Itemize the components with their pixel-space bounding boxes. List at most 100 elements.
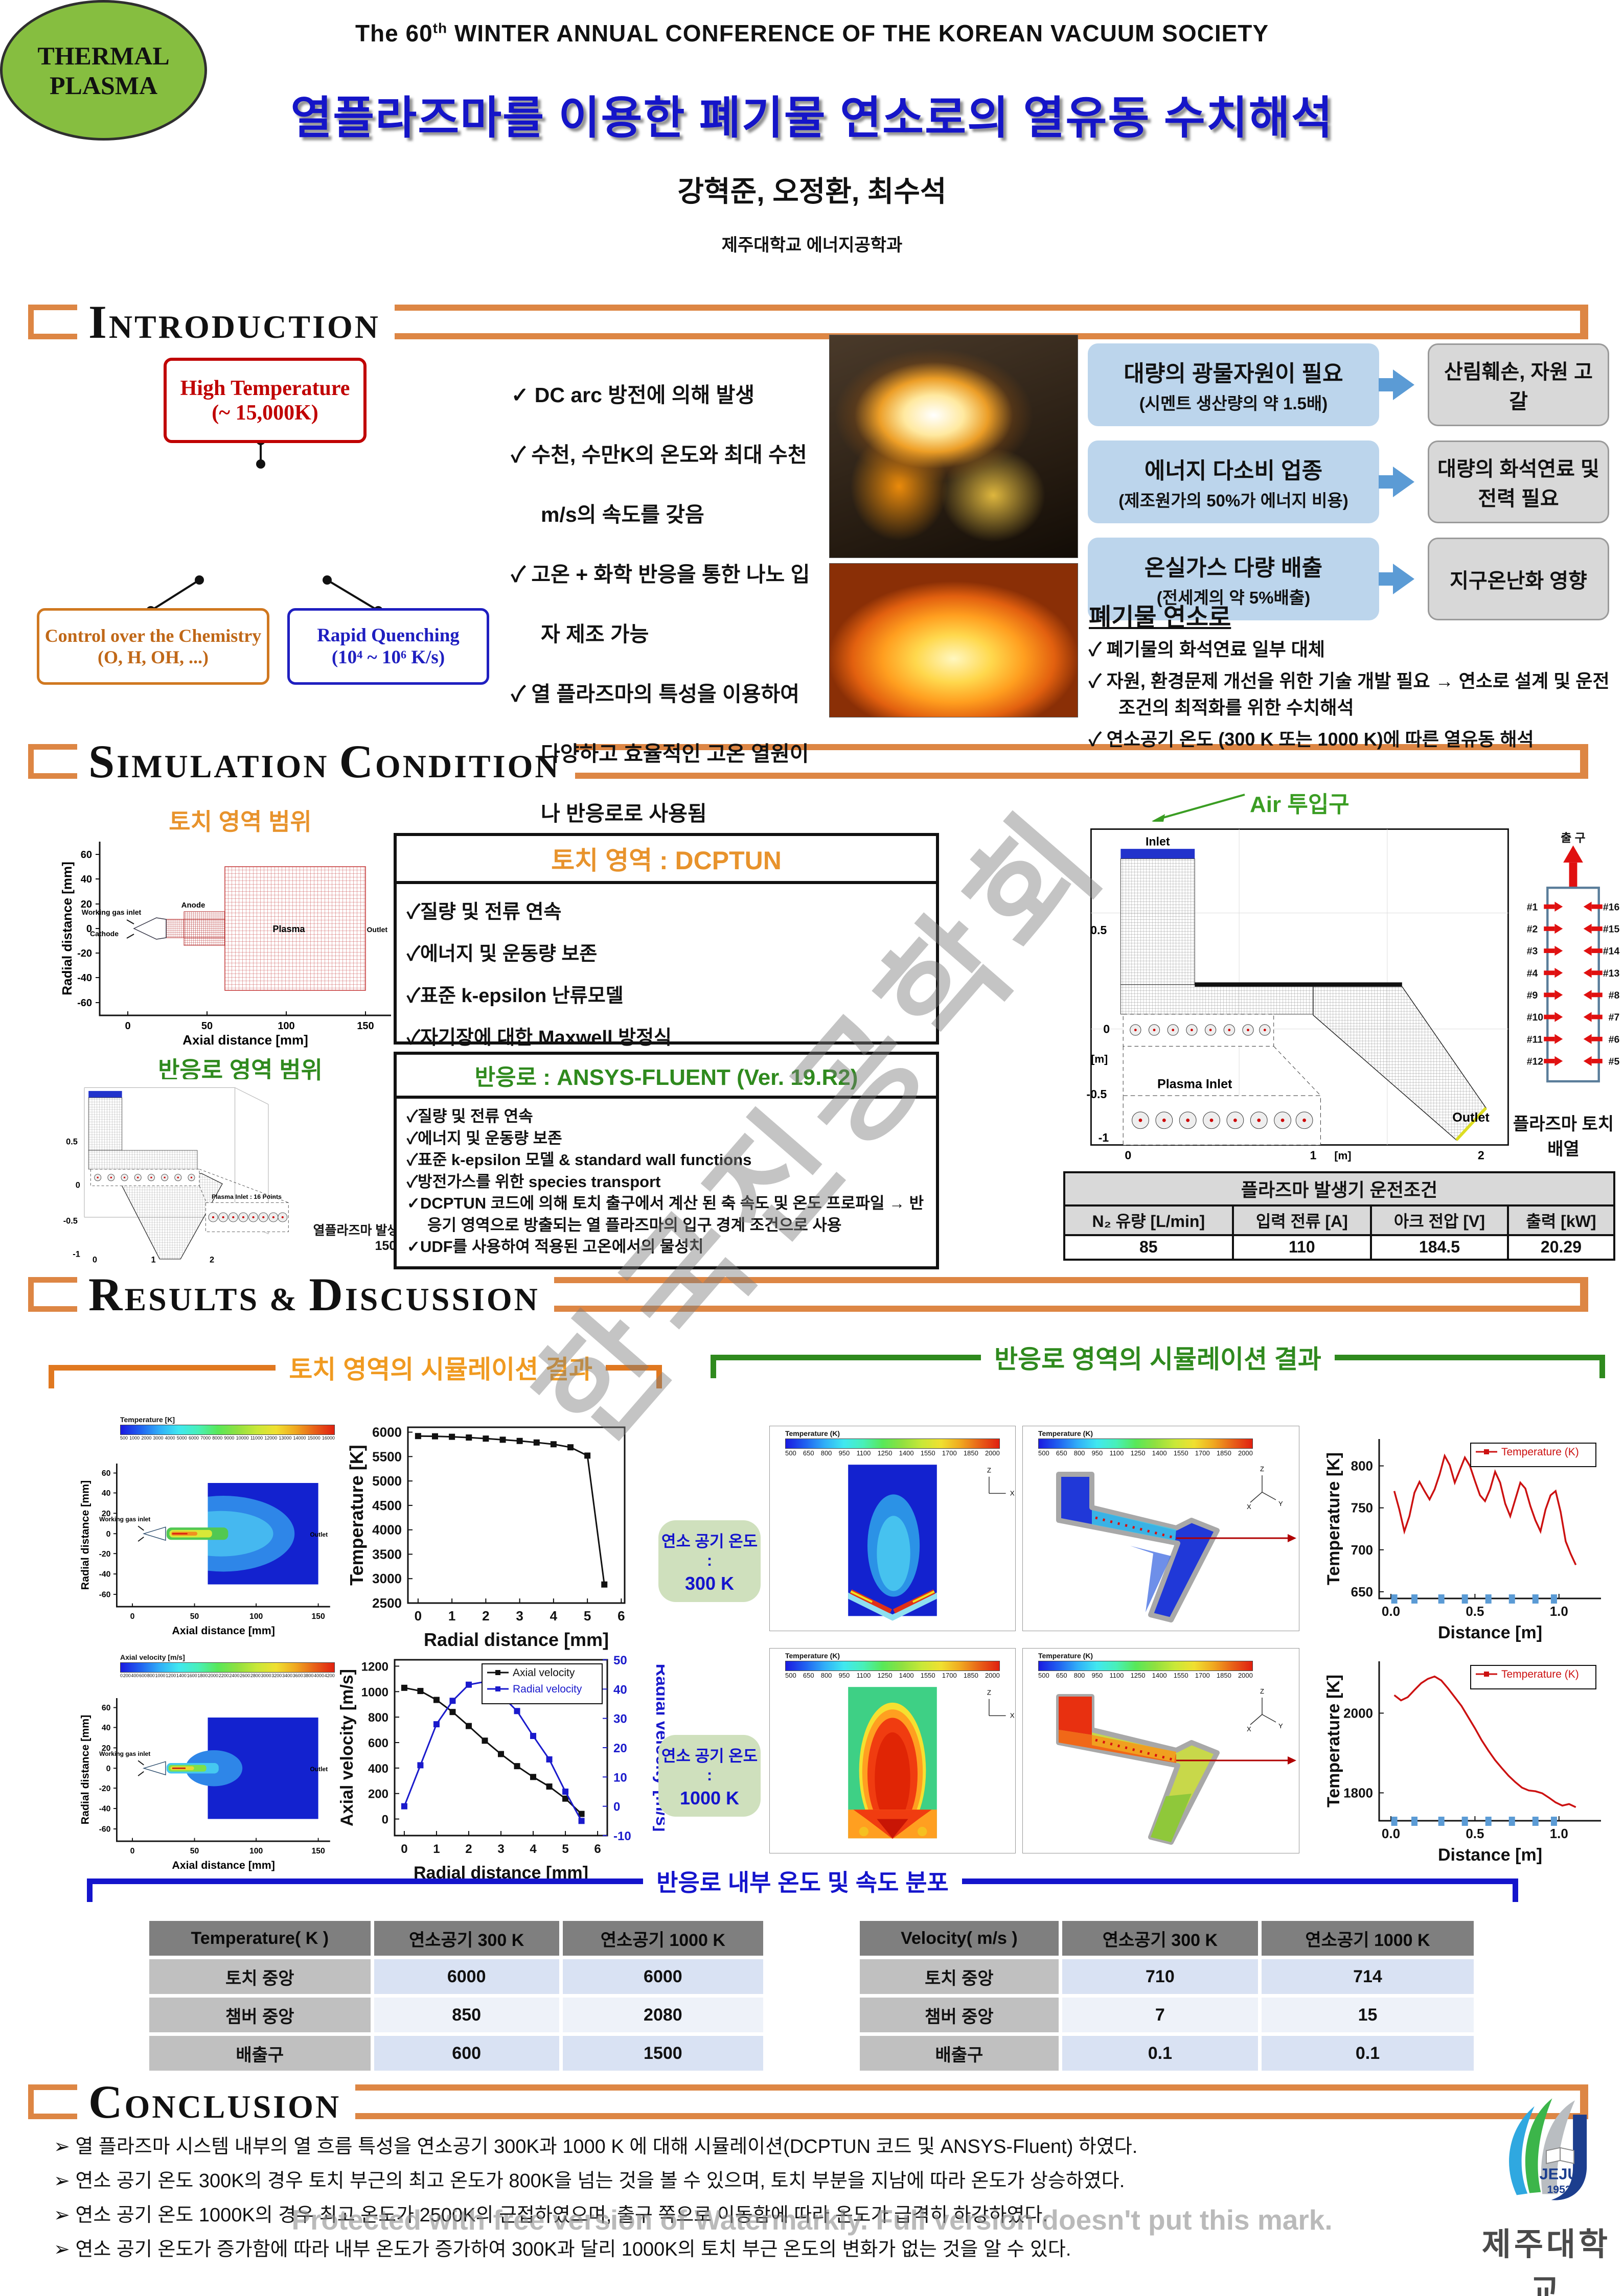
axis-tick: 60 — [102, 1469, 111, 1478]
svg-text:#4: #4 — [1527, 968, 1538, 979]
svg-text:5: 5 — [584, 1608, 591, 1624]
axis-tick: 0 — [86, 923, 92, 935]
axis-tick: 0 — [125, 1021, 130, 1032]
cement-kiln-flame-photo — [829, 335, 1078, 558]
reactor-3d-contour-1000k: Temperature (K) 500 650 800 950 1100 1250 1400 1… — [1022, 1648, 1299, 1853]
axis-tick: 40 — [81, 874, 92, 885]
svg-text:3000: 3000 — [372, 1571, 402, 1586]
axis-tick: 0 — [106, 1765, 111, 1773]
working-gas-label: Working gas inlet — [82, 908, 142, 916]
axis-tick: -1 — [73, 1250, 80, 1259]
torch-temp-contour: Temperature [K] 500 1000 2000 3000 4000 5000 60… — [72, 1416, 337, 1643]
svg-text:Temperature [K]: Temperature [K] — [348, 1445, 367, 1585]
affiliation: 제주대학교 에너지공학과 — [721, 236, 903, 255]
reactor-3d-contour-300k: Temperature (K) 500 650 800 950 1100 1250 1400 1… — [1022, 1426, 1299, 1631]
svg-text:6: 6 — [594, 1842, 601, 1856]
working-gas-label: Working gas inlet — [99, 1516, 150, 1523]
svg-text:200: 200 — [368, 1788, 388, 1801]
reactor-model-items: ✓질량 및 전류 연속 ✓에너지 및 운동량 보존 ✓표준 k-epsilon 모델… — [397, 1099, 936, 1265]
axis-tick: 20 — [81, 899, 92, 910]
svg-text:3500: 3500 — [372, 1546, 402, 1562]
svg-text:Distance [m]: Distance [m] — [1438, 1845, 1542, 1865]
op-table-title: 플라즈마 발생기 운전조건 — [1063, 1171, 1615, 1207]
temperature-summary-table: Temperature( K ) 연소공기 300 K 연소공기 1000 K 토치 … — [146, 1917, 767, 2074]
axis-x-label: X — [1247, 1503, 1251, 1511]
reactor-2d-contour-1000k: Temperature (K) 500 650 800 950 1100 1250 1400 1… — [769, 1648, 1016, 1853]
list-item: ✓ DC arc 방전에 의해 발생 — [511, 383, 755, 407]
cell-value: 600 — [374, 2036, 559, 2071]
list-item: ✓ 자원, 환경문제 개선을 위한 기술 개발 필요 → 연소로 설계 및 운전… — [1089, 670, 1610, 718]
distribution-title: 반응로 내부 온도 및 속도 분포 — [656, 1869, 949, 1896]
axis-tick: -20 — [99, 1784, 111, 1793]
svg-text:#13: #13 — [1603, 968, 1620, 979]
reactor-range-title: 반응로 영역 범위 — [158, 1057, 323, 1083]
axis-tick: 0 — [106, 1530, 111, 1539]
arrow-right-icon — [1378, 538, 1428, 620]
svg-text:Axial velocity [m/s]: Axial velocity [m/s] — [337, 1669, 357, 1826]
results-section-header: RESULTS & DISCUSSION — [28, 1266, 1588, 1323]
op-table-value: 184.5 — [1370, 1234, 1509, 1261]
table-header: Velocity( m/s ) — [860, 1921, 1059, 1956]
rapid-quenching-box: Rapid Quenching (10⁴ ~ 10⁶ K/s) — [287, 608, 489, 685]
reactor-model-title: 반응로 : ANSYS-FLUENT (Ver. 19.R2) — [397, 1055, 936, 1099]
table-row: 토치 중앙 710 714 — [860, 1959, 1474, 1994]
svg-text:0: 0 — [382, 1813, 388, 1827]
svg-text:40: 40 — [613, 1683, 627, 1697]
temperature-colorbar: Temperature (K) 500 650 800 950 1100 1250 1400 1… — [1038, 1429, 1253, 1457]
svg-text:출 구: 출 구 — [1561, 831, 1585, 844]
list-item: ➢ 열 플라즈마 시스템 내부의 열 흐름 특성을 연소공기 300K과 100… — [54, 2136, 1138, 2158]
conference-title: The 60th WINTER ANNUAL CONFERENCE OF THE… — [355, 20, 1269, 47]
svg-text:Temperature (K): Temperature (K) — [1501, 1446, 1579, 1458]
axis-tick: 50 — [201, 1021, 213, 1032]
svg-text:Temperature [K]: Temperature [K] — [1324, 1675, 1343, 1807]
svg-text:#15: #15 — [1603, 923, 1620, 935]
section-divider-lines — [554, 1277, 1588, 1312]
row-label: 배출구 — [860, 2036, 1059, 2071]
axis-y-label: Y — [1278, 1500, 1283, 1508]
axis-z-label: Z — [987, 1467, 991, 1474]
section-divider-lines — [575, 744, 1588, 779]
svg-text:#14: #14 — [1603, 946, 1620, 957]
colorbar-title: Temperature (K) — [1038, 1652, 1093, 1660]
case-label-value: 300 K — [684, 1572, 735, 1594]
colorbar-title: Temperature [K] — [120, 1416, 175, 1424]
reactor-model-box: 반응로 : ANSYS-FLUENT (Ver. 19.R2) ✓질량 및 전류… — [394, 1052, 939, 1269]
outlet-label: Outlet — [310, 1766, 328, 1773]
torch-results-title: 토치 영역의 시뮬레이션 결과 — [289, 1355, 592, 1384]
svg-text:#7: #7 — [1609, 1012, 1620, 1023]
issue-problem-box: 온실가스 다량 배출 (전세계의 약 5%배출) — [1088, 538, 1379, 620]
torch-arrangement-caption: 플라즈마 토치 배열 — [1513, 1115, 1614, 1159]
plasma-inlet-label: Plasma Inlet — [1157, 1077, 1232, 1091]
axis-tick: 0 — [1125, 1149, 1131, 1162]
axis-tick: -20 — [99, 1550, 111, 1559]
svg-text:#5: #5 — [1609, 1056, 1620, 1067]
svg-text:Distance [m]: Distance [m] — [1438, 1623, 1542, 1642]
svg-text:#6: #6 — [1609, 1034, 1620, 1045]
colorbar-ticks: 500 650 800 950 1100 1250 1400 1550 1700 1850 2000 — [785, 1672, 1000, 1679]
arrow-right-icon — [1378, 343, 1428, 426]
list-item: ✓표준 k-epsilon 난류모델 — [407, 985, 624, 1007]
svg-text:800: 800 — [1351, 1458, 1373, 1474]
axis-tick: 0.5 — [66, 1138, 78, 1147]
working-gas-label: Working gas inlet — [99, 1750, 150, 1757]
list-item: ✓표준 k-epsilon 모델 & standard wall functio… — [407, 1151, 752, 1169]
svg-text:0: 0 — [613, 1800, 620, 1814]
table-row: 챔버 중앙 850 2080 — [149, 1998, 763, 2032]
svg-text:50: 50 — [613, 1654, 627, 1667]
list-item: ✓ 고온 + 화학 반응을 통한 나노 입자 제조 가능 — [511, 563, 810, 646]
svg-text:5000: 5000 — [372, 1473, 402, 1489]
issue-row: 대량의 광물자원이 필요 (시멘트 생산량의 약 1.5배) 산림훼손, 자원 고갈 — [1088, 343, 1609, 426]
axis-tick: 0.5 — [1090, 923, 1107, 937]
x-axis-label: Axial distance [mm] — [172, 1859, 275, 1871]
axial-velocity-colorbar: Axial velocity [m/s] 0 200 400 600 800 1000 120… — [120, 1653, 335, 1678]
high-temperature-box: High Temperature (~ 15,000K) — [164, 358, 367, 443]
torch-model-items: ✓질량 및 전류 연속 ✓에너지 및 운동량 보존 ✓표준 k-epsilon 난류… — [397, 884, 936, 1066]
bracket-line — [962, 1878, 1519, 1902]
jeju-logo-icon: JEJU 1952 — [1509, 2098, 1587, 2200]
colorbar-gradient — [1038, 1439, 1253, 1449]
axis-tick: 20 — [102, 1510, 111, 1518]
cell-value: 710 — [1062, 1959, 1258, 1994]
svg-text:0.5: 0.5 — [1466, 1826, 1484, 1841]
section-bracket-icon — [28, 744, 77, 779]
svg-text:700: 700 — [1351, 1542, 1373, 1558]
